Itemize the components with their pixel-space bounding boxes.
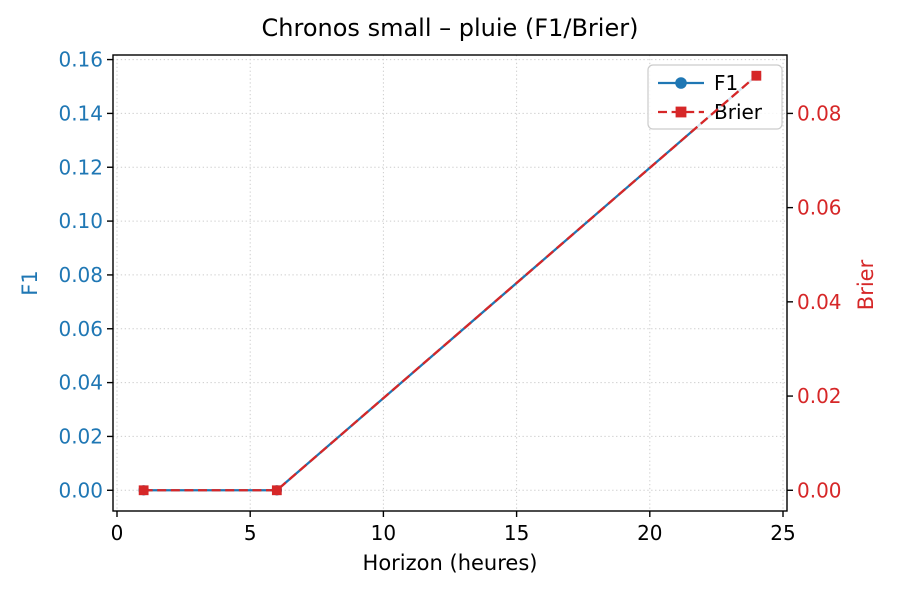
right-tick-label: 0.08 bbox=[797, 101, 842, 125]
x-tick-label: 10 bbox=[371, 521, 396, 545]
x-tick-label: 20 bbox=[637, 521, 662, 545]
left-tick-label: 0.14 bbox=[58, 101, 103, 125]
left-tick-label: 0.02 bbox=[58, 424, 103, 448]
legend-marker-square-icon bbox=[675, 106, 687, 118]
x-tick-label: 15 bbox=[504, 521, 529, 545]
x-tick-label: 5 bbox=[244, 521, 257, 545]
right-axis-label: Brier bbox=[854, 259, 878, 311]
brier-series bbox=[138, 70, 762, 496]
left-tick-label: 0.06 bbox=[58, 317, 103, 341]
data-point-marker bbox=[271, 485, 282, 496]
right-tick-label: 0.04 bbox=[797, 290, 842, 314]
left-tick-label: 0.12 bbox=[58, 155, 103, 179]
x-tick-label: 0 bbox=[111, 521, 124, 545]
plot-frame bbox=[112, 54, 788, 512]
right-tick-label: 0.06 bbox=[797, 196, 842, 220]
x-tick-label: 25 bbox=[770, 521, 795, 545]
left-tick-label: 0.00 bbox=[58, 478, 103, 502]
data-point-marker bbox=[138, 485, 149, 496]
left-tick-label: 0.08 bbox=[58, 263, 103, 287]
left-axis-label: F1 bbox=[18, 270, 42, 296]
x-axis-label: Horizon (heures) bbox=[362, 551, 538, 575]
f1-series bbox=[138, 70, 762, 496]
legend-label: F1 bbox=[714, 71, 738, 95]
legend-label: Brier bbox=[714, 100, 763, 124]
right-tick-label: 0.00 bbox=[797, 478, 842, 502]
right-tick-label: 0.02 bbox=[797, 384, 842, 408]
chart-title: Chronos small – pluie (F1/Brier) bbox=[261, 14, 639, 42]
axis-ticks: 0 5 10 15 20 250.000.020.040.060.080.100.120.… bbox=[58, 48, 841, 545]
left-tick-label: 0.10 bbox=[58, 209, 103, 233]
left-tick-label: 0.16 bbox=[58, 48, 103, 72]
left-tick-label: 0.04 bbox=[58, 371, 103, 395]
data-point-marker bbox=[751, 70, 762, 81]
legend: F1 Brier bbox=[647, 64, 783, 130]
legend-marker-circle-icon bbox=[675, 77, 687, 89]
